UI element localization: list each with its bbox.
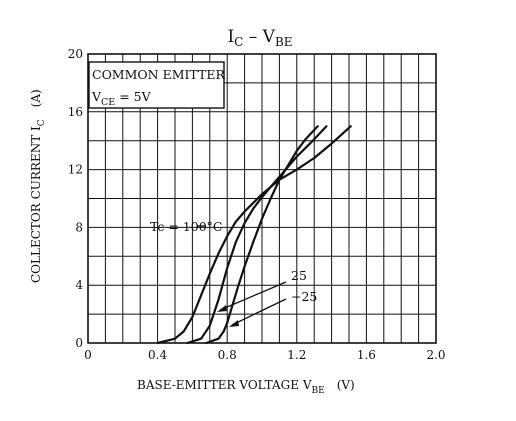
y-axis-label: COLLECTOR CURRENT IC (A) [29, 89, 47, 283]
curve-label-minus25: −25 [291, 289, 317, 304]
curve-tc-minus25c [205, 125, 319, 345]
legend-vce-sub: CE [101, 97, 115, 108]
leader-minus25 [231, 298, 287, 326]
leader-25-arrowhead [217, 305, 227, 312]
curve-tc-25c [186, 125, 328, 345]
legend-box-bg [88, 61, 225, 109]
x-tick-label: 0.4 [148, 348, 167, 362]
curve-label-100c: Tc = 100°C [150, 219, 222, 234]
leader-minus25-arrowhead [229, 320, 239, 327]
legend-vce-main: V [91, 89, 102, 104]
x-tick-label: 1.2 [287, 348, 306, 362]
title-i: I [227, 27, 234, 47]
xlabel-main: BASE-EMITTER VOLTAGE V [137, 378, 312, 392]
title-dash-v: – V [243, 27, 275, 47]
x-tick-label: 2.0 [426, 348, 445, 362]
y-tick-label: 12 [68, 163, 83, 177]
ylabel-sub: C [37, 119, 47, 126]
y-tick-label: 16 [68, 105, 83, 119]
ylabel-unit: (A) [29, 89, 43, 107]
x-axis-label: BASE-EMITTER VOLTAGE VBE (V) [137, 378, 355, 396]
y-tick-label: 0 [75, 336, 83, 350]
plot-frame [87, 53, 437, 344]
y-tick-label: 8 [75, 220, 83, 234]
y-tick-label: 20 [68, 47, 83, 61]
curve-tc-100c [156, 125, 352, 345]
legend-vce-rest: = 5V [115, 89, 151, 104]
x-tick-label: 0 [84, 348, 92, 362]
curve-label-25: 25 [291, 268, 307, 283]
leader-25 [219, 281, 287, 311]
legend-line-common-emitter: COMMON EMITTER [92, 67, 225, 82]
chart-title: IC – VBE [227, 27, 292, 49]
title-sub-c: C [234, 35, 243, 49]
x-tick-label: 1.6 [357, 348, 376, 362]
title-sub-be: BE [275, 35, 293, 49]
legend-line-vce: VCE = 5V [91, 89, 152, 108]
xlabel-sub: BE [312, 386, 325, 396]
x-tick-label: 0.8 [218, 348, 237, 362]
y-tick-label: 4 [75, 278, 83, 292]
ylabel-main: COLLECTOR CURRENT I [29, 126, 43, 283]
xlabel-unit: (V) [337, 378, 355, 392]
